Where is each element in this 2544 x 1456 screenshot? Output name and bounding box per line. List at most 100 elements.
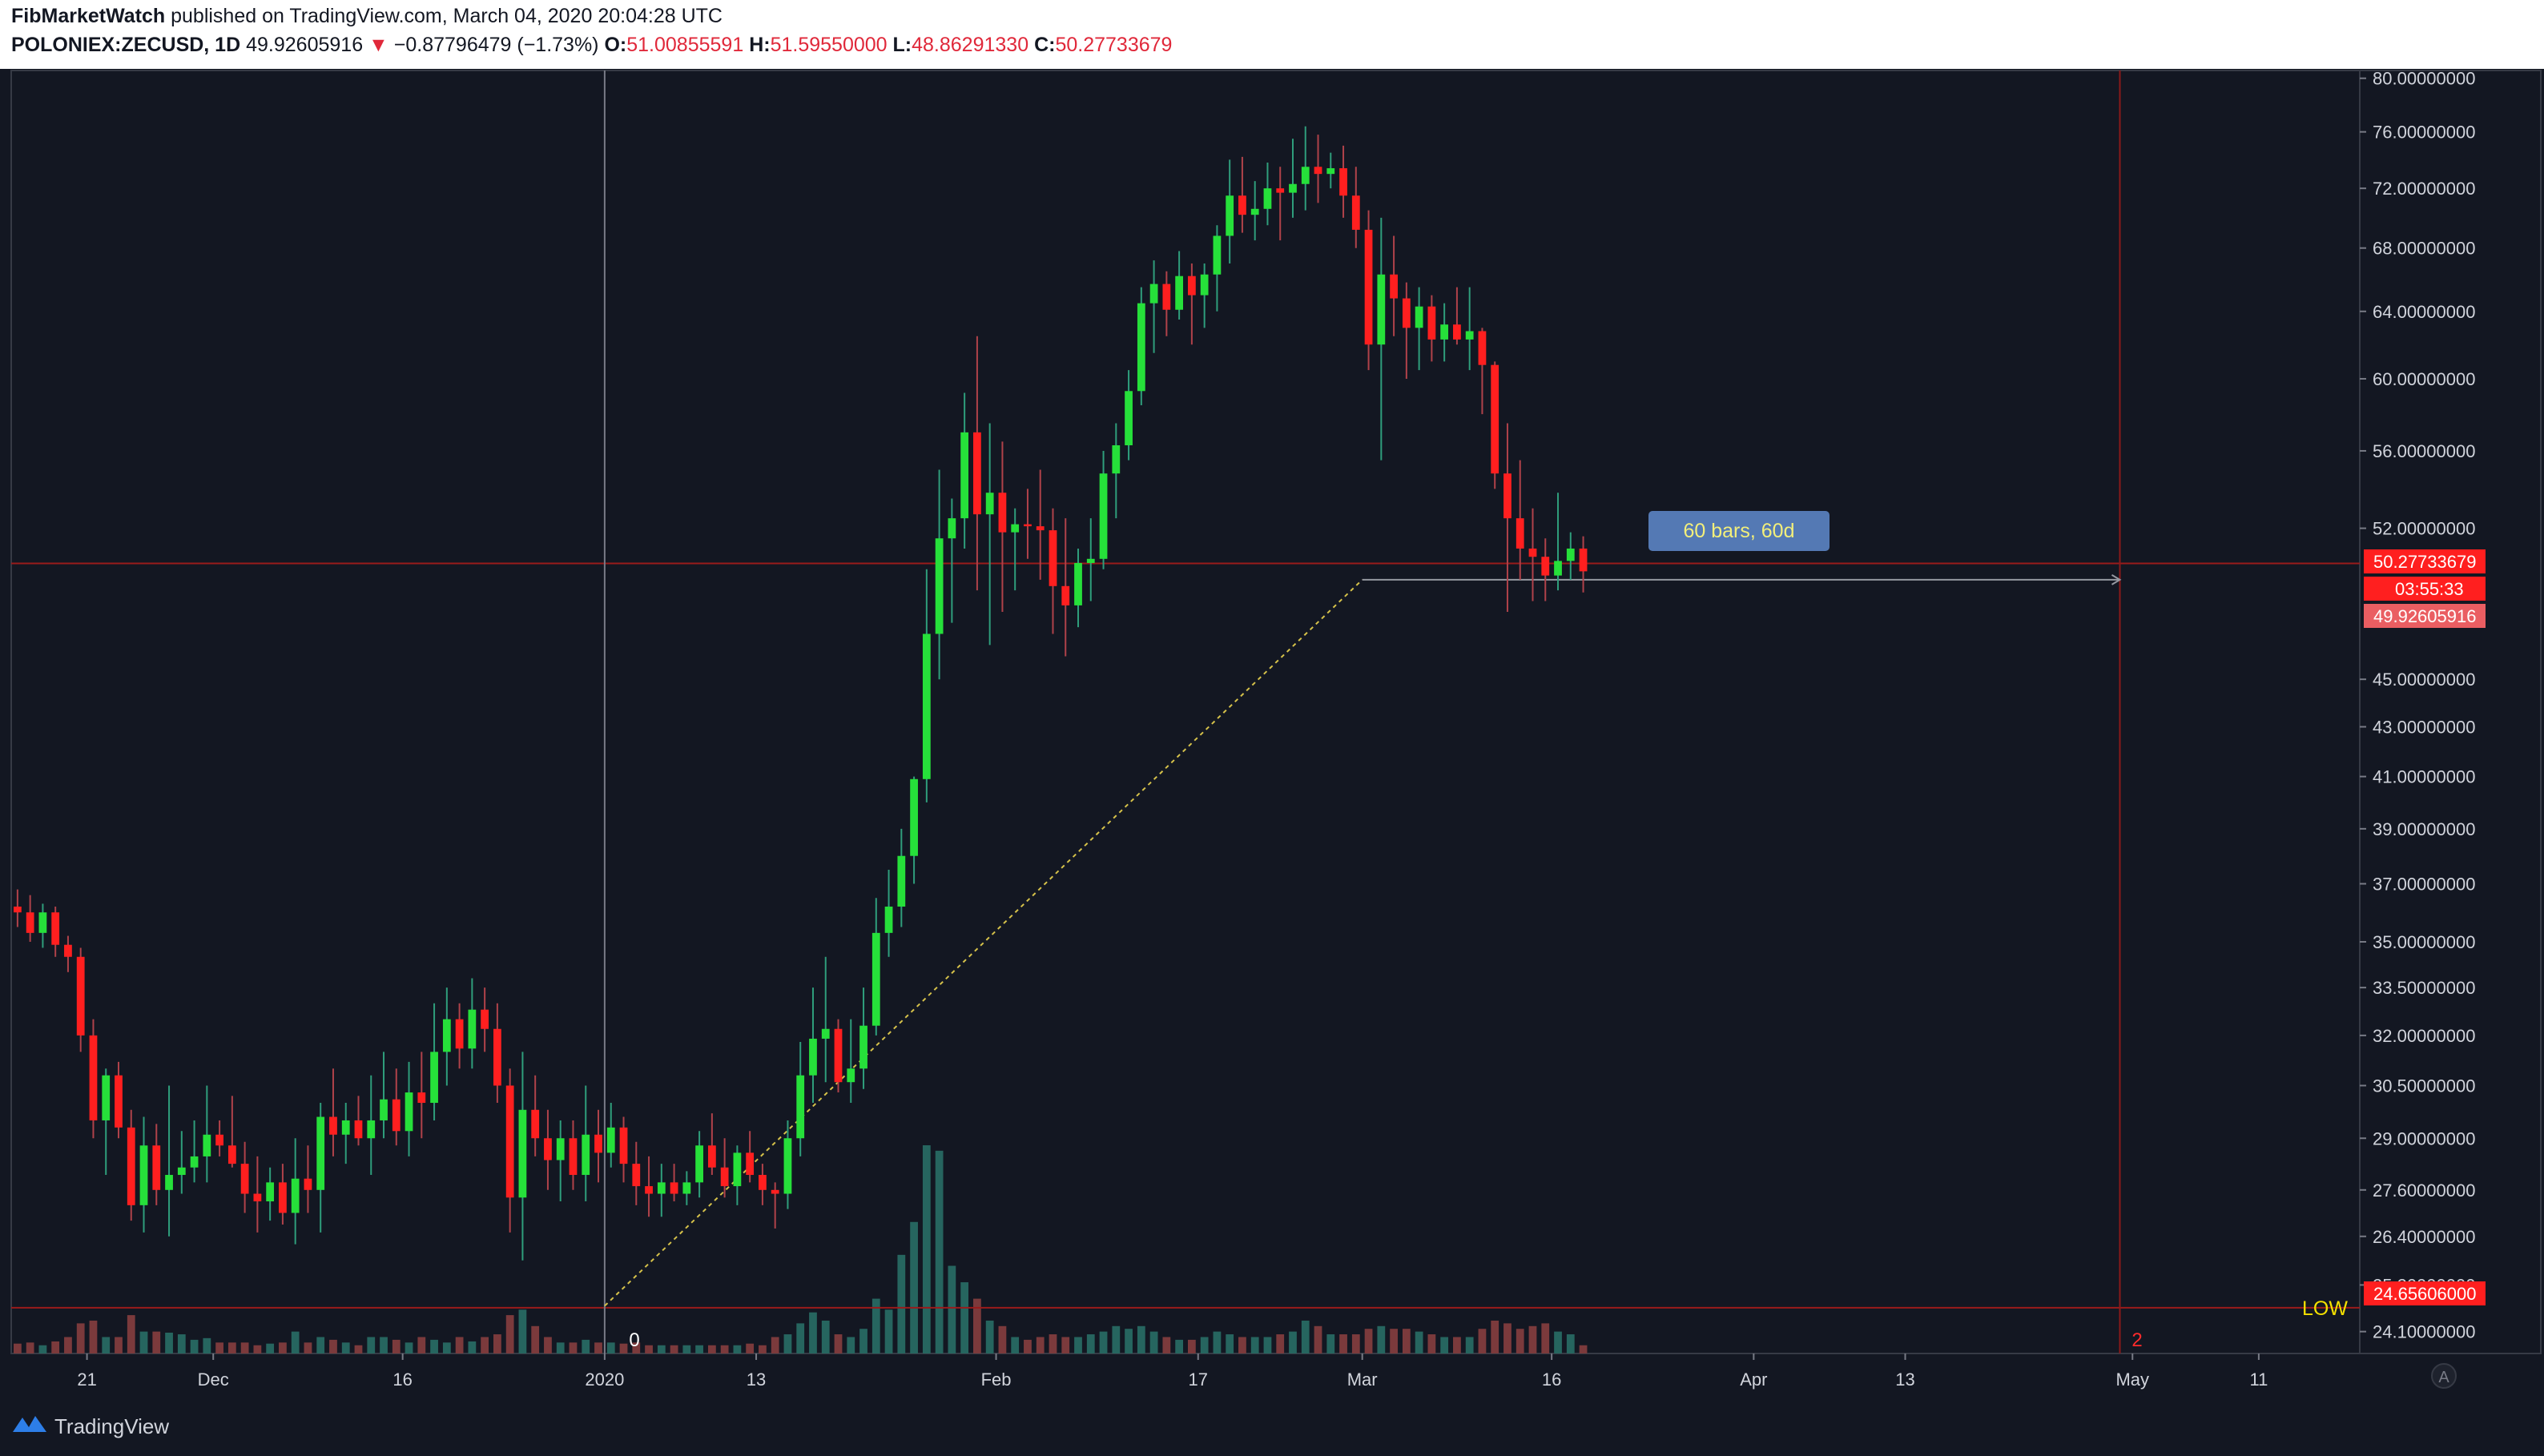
volume-bar: [619, 1343, 628, 1353]
y-tick-label: 60.00000000: [2373, 369, 2475, 389]
low-value: 48.86291330: [912, 34, 1029, 56]
author-name[interactable]: FibMarketWatch: [11, 5, 166, 27]
candle-body: [89, 1035, 98, 1120]
candles: [13, 126, 1588, 1261]
candle-body: [759, 1175, 767, 1190]
volume-bar: [1149, 1331, 1158, 1353]
volume-bar: [1276, 1334, 1285, 1353]
volume-bar: [796, 1323, 805, 1353]
candle-body: [227, 1145, 236, 1164]
candle-body: [1238, 195, 1246, 215]
volume-bar: [405, 1342, 413, 1353]
volume-bar: [51, 1341, 60, 1353]
volume-bar: [1579, 1345, 1588, 1353]
candle-body: [1377, 274, 1386, 345]
auto-scale-button[interactable]: [2431, 1363, 2457, 1389]
volume-bar: [670, 1345, 678, 1353]
y-tick-label: 76.00000000: [2373, 123, 2475, 143]
candle-body: [657, 1182, 666, 1194]
volume-bar: [922, 1145, 931, 1353]
volume-bar: [657, 1345, 666, 1353]
candle-body: [1541, 557, 1550, 576]
volume-bar: [531, 1325, 540, 1353]
candle-body: [582, 1134, 590, 1176]
candle-body: [304, 1178, 312, 1190]
volume-bar: [354, 1345, 363, 1353]
chart-axes: 80.00000000 76.00000000 72.00000000 68.0000…: [77, 69, 2475, 1390]
y-tick-label: 64.00000000: [2373, 302, 2475, 322]
volume-bar: [417, 1337, 426, 1353]
y-tick-label: 52.00000000: [2373, 519, 2475, 539]
volume-bar: [1289, 1331, 1297, 1353]
volume-bar: [632, 1342, 641, 1353]
volume-bar: [746, 1343, 755, 1353]
ohlc-line: POLONIEX:ZECUSD, 1D 49.92605916 ▼ −0.877…: [11, 34, 1172, 57]
candle-body: [695, 1145, 703, 1183]
volume-bar: [606, 1342, 615, 1353]
candle-body: [1314, 167, 1322, 175]
volume-bar: [1049, 1334, 1057, 1353]
candle-body: [417, 1092, 426, 1104]
volume-bar: [1200, 1337, 1209, 1353]
candle-body: [1339, 168, 1347, 196]
y-tick-label: 33.50000000: [2373, 978, 2475, 998]
range-start-marker: 0: [629, 1329, 639, 1351]
candle-body: [1465, 331, 1474, 340]
volume-bar: [1250, 1337, 1259, 1353]
candle-body: [152, 1145, 161, 1190]
volume-bar: [594, 1342, 602, 1353]
volume-bar: [998, 1325, 1007, 1353]
candle-body: [115, 1075, 123, 1128]
open-label: O:: [604, 34, 627, 56]
low-price-tag-label: 24.65606000: [2373, 1284, 2476, 1304]
tradingview-logo-icon[interactable]: [11, 1413, 48, 1434]
candle-body: [177, 1167, 186, 1176]
x-tick-label: Dec: [198, 1370, 229, 1390]
volume-bar: [1491, 1320, 1499, 1353]
candle-body: [948, 518, 956, 539]
volume-bar: [1011, 1337, 1020, 1353]
volume-bar: [771, 1337, 779, 1353]
candle-body: [1011, 524, 1020, 533]
candle-body: [746, 1152, 755, 1176]
header-bar: FibMarketWatch published on TradingView.…: [0, 0, 2544, 69]
volume-bar: [884, 1309, 893, 1353]
chart-lines: [11, 70, 2360, 1353]
candle-body: [291, 1178, 300, 1213]
candle-body: [733, 1152, 742, 1187]
candle-body: [682, 1182, 691, 1194]
plot-frame: [10, 70, 2542, 1354]
volume-bar: [1465, 1337, 1474, 1353]
candle-body: [139, 1145, 148, 1205]
volume-bar: [291, 1331, 300, 1353]
volume-bar: [1074, 1337, 1082, 1353]
y-tick-label: 32.00000000: [2373, 1026, 2475, 1046]
open-value: 51.00855591: [626, 34, 744, 56]
candle-body: [1276, 188, 1285, 193]
candle-body: [645, 1186, 653, 1194]
high-value: 51.59550000: [770, 34, 888, 56]
x-tick-label: 13: [1895, 1370, 1914, 1390]
chart-annotations: 60 bars, 60d LOW 0 2 50.27733679 03:55:3…: [629, 511, 2486, 1389]
candle-body: [405, 1092, 413, 1132]
x-tick-label: 11: [2249, 1370, 2268, 1390]
volume-bar: [645, 1345, 653, 1353]
bars-range-box[interactable]: [1648, 511, 1830, 551]
candle-body: [38, 912, 47, 933]
volume-bar: [1516, 1329, 1524, 1353]
candle-body: [253, 1193, 262, 1202]
symbol-label[interactable]: POLONIEX:ZECUSD, 1D: [11, 34, 241, 56]
candle-body: [632, 1164, 641, 1187]
volume-bar: [1503, 1323, 1512, 1353]
volume-bar: [329, 1339, 337, 1353]
candle-body: [619, 1127, 628, 1164]
candle-body: [1149, 284, 1158, 304]
brand-name[interactable]: TradingView: [54, 1414, 170, 1438]
candle-body: [442, 1019, 451, 1052]
volume-bar: [1528, 1325, 1537, 1353]
candle-body: [1453, 324, 1461, 340]
candle-body: [556, 1138, 565, 1160]
x-tick-label: 13: [747, 1370, 766, 1390]
close-label: C:: [1034, 34, 1056, 56]
